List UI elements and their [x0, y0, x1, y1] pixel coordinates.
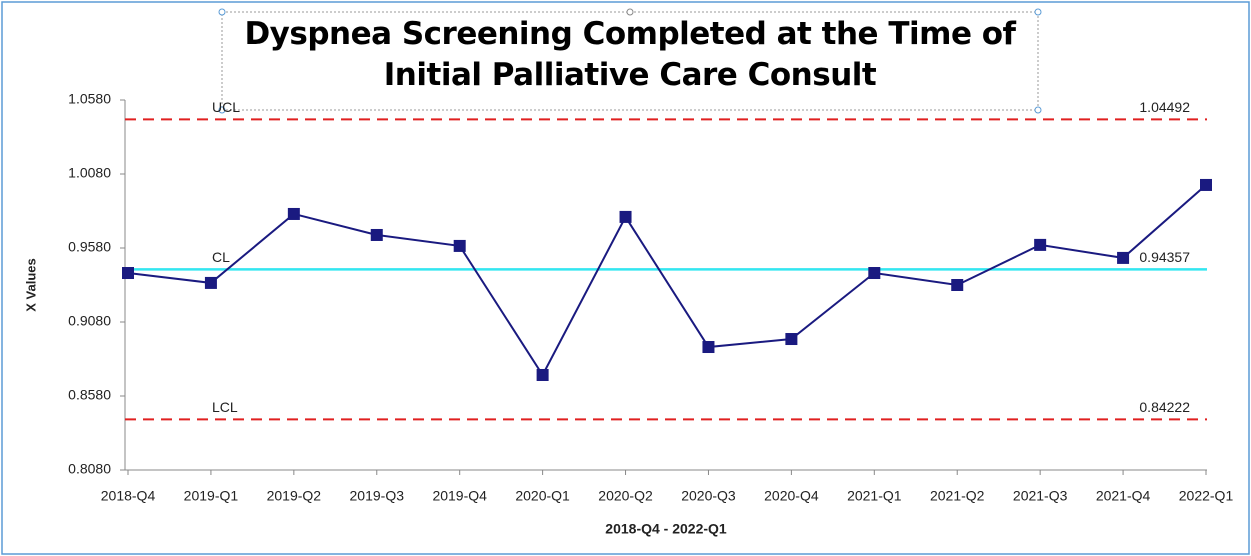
x-tick-label: 2021-Q2: [930, 488, 985, 504]
x-tick-label: 2021-Q1: [847, 488, 902, 504]
x-tick-label: 2022-Q1: [1179, 488, 1234, 504]
data-point: [619, 210, 632, 223]
data-point: [1200, 178, 1212, 191]
x-tick-label: 2019-Q2: [267, 488, 322, 504]
control-line-name: CL: [212, 249, 230, 265]
data-point: [370, 228, 383, 241]
x-tick-label: 2018-Q4: [101, 488, 156, 504]
x-axis-label: 2018-Q4 - 2022-Q1: [605, 521, 727, 537]
y-tick-label: 0.8080: [68, 461, 111, 477]
chart-title: Dyspnea Screening Completed at the Time …: [244, 16, 1016, 93]
y-tick-label: 0.8580: [68, 387, 111, 403]
y-tick-label: 1.0080: [68, 165, 111, 181]
handle: [218, 106, 226, 114]
x-tick-label: 2019-Q1: [184, 488, 239, 504]
x-tick-label: 2020-Q1: [515, 488, 570, 504]
data-point: [702, 341, 715, 354]
data-point: [287, 207, 300, 220]
y-tick-label: 0.9080: [68, 313, 111, 329]
handle: [1034, 106, 1042, 114]
data-point: [785, 333, 798, 346]
x-tick-label: 2019-Q4: [432, 488, 487, 504]
y-axis-label: X Values: [23, 258, 38, 311]
series-line: [127, 184, 1207, 377]
handle: [218, 8, 226, 16]
data-point: [1117, 251, 1130, 264]
data-point: [951, 279, 964, 291]
x-tick-label: 2021-Q3: [1013, 488, 1068, 504]
y-tick-label: 1.0580: [68, 91, 111, 107]
data-point: [868, 267, 881, 280]
control-line-value: 0.84222: [1139, 399, 1190, 415]
x-tick-label: 2019-Q3: [350, 488, 405, 504]
data-point: [1034, 238, 1047, 251]
control-line-name: LCL: [212, 399, 238, 415]
control-line-value: 1.04492: [1139, 99, 1190, 115]
x-tick-label: 2020-Q4: [764, 488, 819, 504]
data-point: [204, 276, 217, 289]
x-tick-label: 2021-Q4: [1096, 488, 1151, 504]
handle: [626, 8, 634, 16]
data-point: [122, 267, 134, 280]
data-point: [536, 368, 549, 381]
control-line-name: UCL: [212, 99, 240, 115]
y-tick-label: 0.9580: [68, 239, 111, 255]
handle: [1034, 8, 1042, 16]
control-line-value: 0.94357: [1139, 249, 1190, 265]
x-tick-label: 2020-Q3: [681, 488, 736, 504]
data-point: [453, 239, 466, 252]
x-tick-label: 2020-Q2: [598, 488, 653, 504]
